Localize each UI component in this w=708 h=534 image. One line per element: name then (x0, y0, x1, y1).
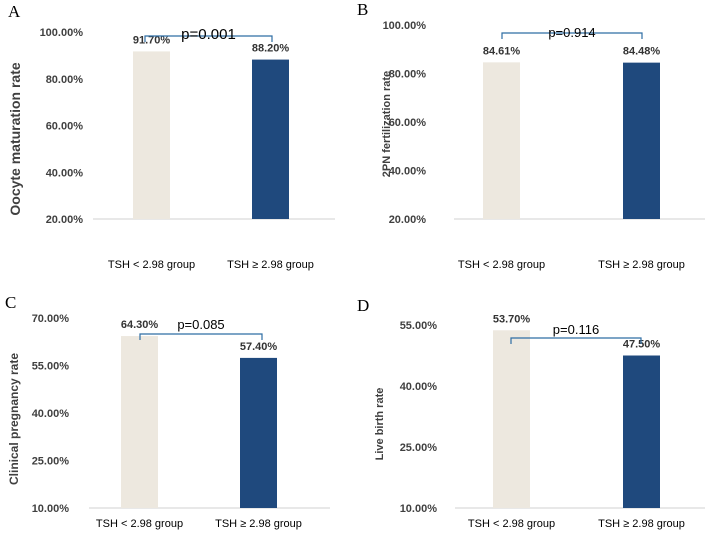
y-tick-label: 10.00% (400, 503, 438, 515)
panel-letter: D (357, 296, 369, 315)
bar-low-tsh (493, 330, 530, 508)
panel-letter: C (5, 293, 16, 312)
y-tick-label: 55.00% (32, 361, 70, 373)
data-label: 84.48% (623, 46, 661, 58)
data-label: 47.50% (623, 339, 661, 351)
significance-bracket (144, 35, 273, 42)
y-axis-label: Oocyte maturation rate (7, 62, 23, 215)
bar-low-tsh (133, 51, 170, 220)
data-label: 88.20% (252, 43, 290, 55)
p-value-annotation: p=0.001 (181, 26, 236, 43)
panel-letter: A (8, 2, 21, 21)
y-tick-label: 60.00% (46, 121, 84, 133)
bar-high-tsh (623, 62, 660, 219)
category-label: TSH ≥ 2.98 group (598, 518, 685, 530)
p-value-annotation: p=0.116 (553, 322, 599, 337)
y-tick-label: 20.00% (46, 214, 84, 226)
y-axis-label: Clinical pregnancy rate (7, 353, 21, 485)
panel-c: C 70.00% 55.00% 40.00% 25.00% 10.00% Clinical … (5, 293, 330, 530)
y-tick-label: 10.00% (32, 503, 70, 515)
bar-high-tsh (240, 357, 277, 508)
y-tick-label: 40.00% (32, 408, 70, 420)
y-tick-label: 80.00% (46, 74, 84, 86)
panel-a: A 100.00% 80.00% 60.00% 40.00% 20.00% Oocyte m… (7, 2, 335, 271)
y-axis-label: 2PN fertilization rate (381, 71, 393, 177)
category-label: TSH < 2.98 group (96, 518, 183, 530)
y-tick-label: 25.00% (400, 442, 438, 454)
category-label: TSH < 2.98 group (108, 259, 195, 271)
y-tick-label: 40.00% (46, 167, 84, 179)
y-tick-label: 70.00% (32, 313, 70, 325)
category-label: TSH ≥ 2.98 group (215, 518, 302, 530)
data-label: 53.70% (493, 313, 531, 325)
significance-bracket (501, 32, 643, 39)
p-value-annotation: p=0.914 (548, 25, 595, 40)
category-label: TSH ≥ 2.98 group (598, 259, 685, 271)
data-label: 57.40% (240, 341, 278, 353)
bar-low-tsh (121, 336, 158, 508)
category-label: TSH < 2.98 group (468, 518, 555, 530)
bar-low-tsh (483, 62, 520, 219)
data-label: 84.61% (483, 45, 521, 57)
y-tick-label: 25.00% (32, 456, 70, 468)
y-tick-label: 20.00% (389, 214, 427, 226)
category-label: TSH < 2.98 group (458, 259, 545, 271)
panel-d: D 55.00% 40.00% 25.00% 10.00% Live birth rate… (357, 296, 705, 530)
significance-bracket (510, 337, 642, 344)
data-label: 64.30% (121, 319, 159, 331)
p-value-annotation: p=0.085 (177, 317, 224, 332)
y-tick-label: 80.00% (389, 69, 427, 81)
y-tick-label: 55.00% (400, 320, 438, 332)
category-label: TSH ≥ 2.98 group (227, 259, 314, 271)
y-tick-label: 60.00% (389, 117, 427, 129)
panel-b: B 100.00% 80.00% 60.00% 40.00% 20.00% 2PN fert… (357, 0, 705, 271)
panel-letter: B (357, 0, 368, 19)
y-tick-label: 40.00% (389, 166, 427, 178)
bar-high-tsh (623, 355, 660, 508)
bar-high-tsh (252, 59, 289, 219)
y-tick-label: 100.00% (40, 27, 84, 39)
y-tick-label: 100.00% (383, 20, 427, 32)
y-axis-label: Live birth rate (374, 388, 386, 461)
data-label: 91.70% (133, 34, 171, 46)
y-tick-label: 40.00% (400, 381, 438, 393)
significance-bracket (139, 333, 263, 340)
